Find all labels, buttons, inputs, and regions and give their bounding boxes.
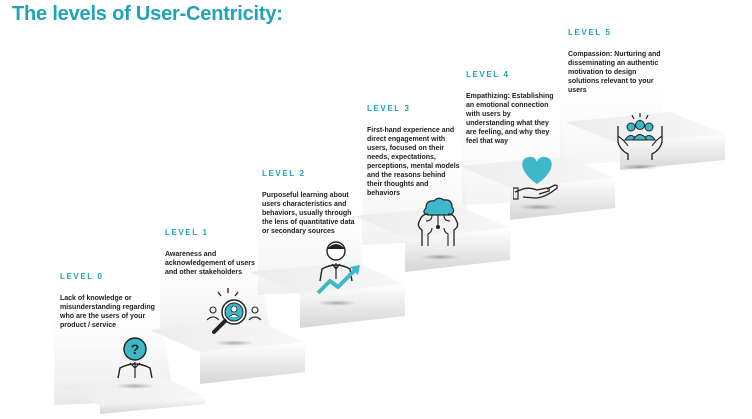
level-1-description: Awareness and acknowledgement of users a… [165, 251, 255, 276]
level-2-shadow [317, 300, 357, 306]
step-2 [250, 262, 405, 294]
level-3-block: LEVEL 3 First-hand experience and direct… [367, 104, 462, 198]
level-5-shadow [620, 164, 660, 170]
level-5-description: Compassion: Nurturing and disseminating … [568, 51, 661, 94]
magnifier-users-icon [206, 286, 262, 336]
level-0-label: LEVEL 0 [60, 272, 104, 281]
level-2-description: Purposeful learning about users characte… [262, 192, 355, 235]
level-0-block: LEVEL 0 Lack of knowledge or misundersta… [60, 272, 155, 330]
person-growth-chart-icon [314, 239, 362, 297]
page-title: The levels of User-Centricity: [12, 3, 283, 25]
level-4-description: Empathizing: Establishing an emotional c… [466, 93, 554, 145]
level-5-block: LEVEL 5 Compassion: Nurturing and dissem… [568, 28, 663, 95]
person-question-icon: ? [114, 334, 156, 380]
level-0-shadow [115, 383, 155, 389]
level-1-block: LEVEL 1 Awareness and acknowledgement of… [165, 228, 260, 277]
level-5-label: LEVEL 5 [568, 28, 612, 37]
step-1 [150, 320, 305, 352]
level-3-shadow [420, 254, 460, 260]
hands-group-icon [614, 112, 666, 162]
level-4-label: LEVEL 4 [466, 70, 510, 79]
heart-hand-icon [512, 152, 559, 200]
svg-text:?: ? [131, 341, 140, 357]
step-3 [355, 206, 510, 238]
step-0 [60, 378, 205, 406]
level-3-description: First-hand experience and direct engagem… [367, 127, 460, 197]
level-3-label: LEVEL 3 [367, 104, 411, 113]
level-4-block: LEVEL 4 Empathizing: Establishing an emo… [466, 70, 561, 146]
level-2-block: LEVEL 2 Purposeful learning about users … [262, 169, 357, 236]
level-0-description: Lack of knowledge or misunderstanding re… [60, 295, 155, 329]
brain-head-icon [412, 196, 464, 248]
level-4-shadow [518, 204, 558, 210]
level-1-label: LEVEL 1 [165, 228, 209, 237]
level-2-label: LEVEL 2 [262, 169, 306, 178]
level-1-shadow [214, 340, 254, 346]
